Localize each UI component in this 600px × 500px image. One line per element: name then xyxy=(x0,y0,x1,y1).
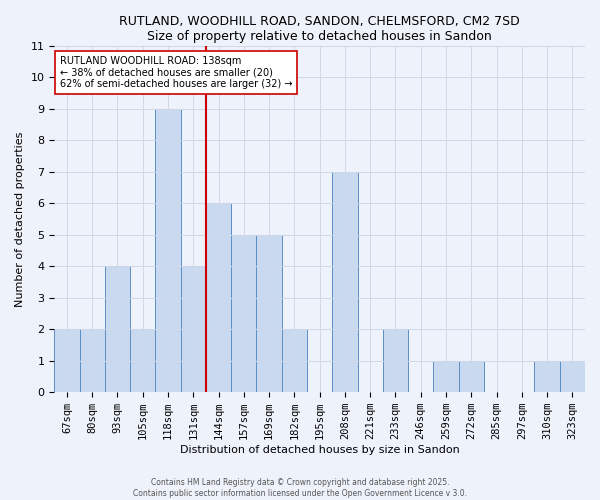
Bar xyxy=(231,234,256,392)
Bar xyxy=(383,329,408,392)
Bar xyxy=(332,172,358,392)
Text: RUTLAND WOODHILL ROAD: 138sqm
← 38% of detached houses are smaller (20)
62% of s: RUTLAND WOODHILL ROAD: 138sqm ← 38% of d… xyxy=(59,56,292,89)
X-axis label: Distribution of detached houses by size in Sandon: Distribution of detached houses by size … xyxy=(180,445,460,455)
Bar xyxy=(54,329,80,392)
Bar xyxy=(105,266,130,392)
Bar xyxy=(80,329,105,392)
Text: Contains HM Land Registry data © Crown copyright and database right 2025.
Contai: Contains HM Land Registry data © Crown c… xyxy=(133,478,467,498)
Bar xyxy=(130,329,155,392)
Title: RUTLAND, WOODHILL ROAD, SANDON, CHELMSFORD, CM2 7SD
Size of property relative to: RUTLAND, WOODHILL ROAD, SANDON, CHELMSFO… xyxy=(119,15,520,43)
Y-axis label: Number of detached properties: Number of detached properties xyxy=(15,131,25,306)
Bar xyxy=(155,108,181,392)
Bar xyxy=(282,329,307,392)
Bar xyxy=(535,360,560,392)
Bar xyxy=(560,360,585,392)
Bar xyxy=(458,360,484,392)
Bar xyxy=(433,360,458,392)
Bar xyxy=(206,203,231,392)
Bar xyxy=(181,266,206,392)
Bar xyxy=(256,234,282,392)
